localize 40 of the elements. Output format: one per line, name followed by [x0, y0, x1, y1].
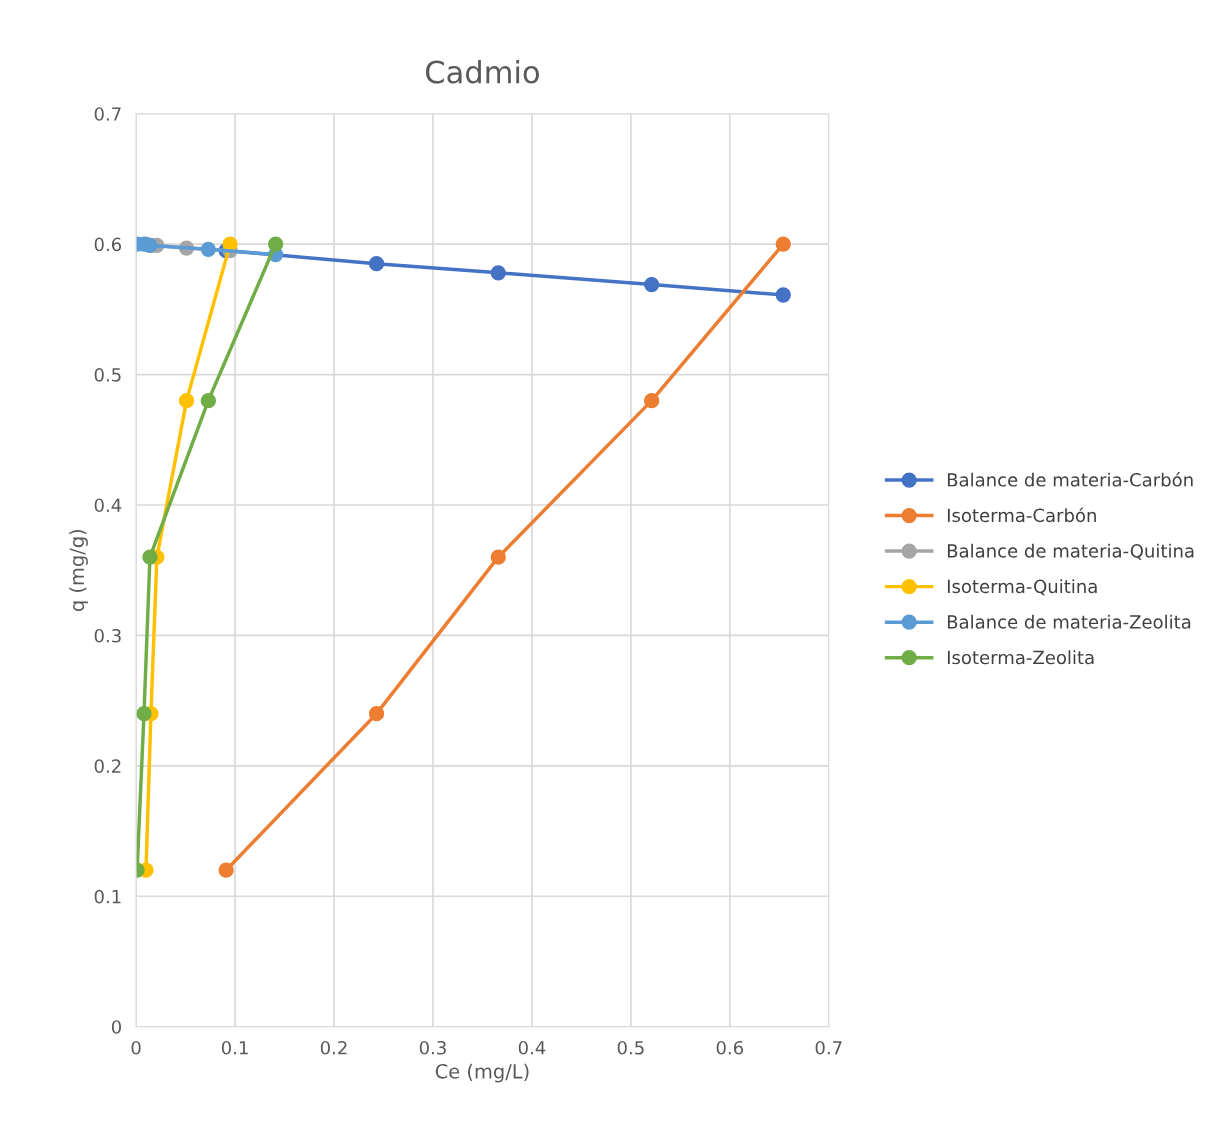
point [136, 706, 152, 722]
x-tick-label: 0.2 [320, 1040, 347, 1055]
y-tick-label: 0.2 [94, 759, 121, 773]
x-tick-label: 0.3 [419, 1040, 446, 1055]
point [775, 287, 791, 303]
x-tick-label: 0.4 [518, 1040, 546, 1055]
x-axis-title: Ce (mg/L) [435, 1063, 529, 1083]
point [218, 862, 234, 878]
y-tick-label: 0.1 [94, 889, 121, 904]
legend-label: Isoterma-Carbón [947, 507, 1096, 523]
point [368, 706, 385, 722]
point [644, 393, 660, 409]
point [200, 393, 216, 409]
point [142, 549, 158, 565]
y-tick-label: 0.5 [94, 368, 121, 382]
point [775, 236, 791, 252]
y-tick-label: 0.6 [94, 237, 122, 252]
y-tick-label: 0.3 [94, 628, 121, 643]
legend-label: Balance de materia-Quitina [947, 543, 1194, 560]
chart-title: Cadmio [425, 59, 539, 84]
legend-label: Balance de materia-Zeolita [947, 614, 1191, 629]
point [200, 241, 216, 257]
x-tick-label: 0.1 [221, 1040, 248, 1055]
point [490, 265, 506, 281]
x-tick-label: 0 [131, 1040, 141, 1055]
legend-label: Isoterma-Quitina [947, 579, 1097, 596]
point [267, 236, 284, 252]
y-tick-label: 0 [111, 1020, 121, 1034]
y-tick-label: 0.4 [94, 498, 122, 513]
legend-label: Balance de materia-Carbón [947, 471, 1193, 487]
y-tick-label: 0.7 [94, 107, 121, 121]
point [490, 549, 506, 565]
x-tick-label: 0.5 [617, 1040, 644, 1055]
point [368, 256, 385, 272]
x-tick-label: 0.7 [815, 1040, 842, 1055]
y-axis-title: q (mg/g) [69, 529, 88, 612]
x-tick-label: 0.6 [716, 1040, 744, 1055]
point [178, 393, 195, 409]
point [644, 276, 660, 293]
legend-label: Isoterma-Zeolita [947, 650, 1094, 665]
